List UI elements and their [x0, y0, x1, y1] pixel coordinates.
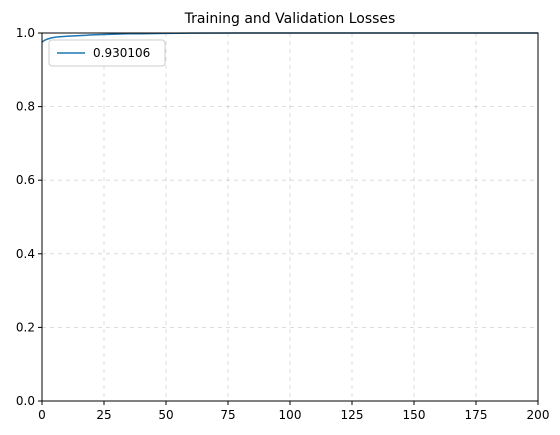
legend: 0.930106: [48, 39, 166, 67]
y-tick-label: 0.0: [16, 394, 35, 408]
y-tick-label: 0.2: [16, 320, 35, 334]
y-tick-label: 0.4: [16, 247, 35, 261]
legend-label: 0.930106: [93, 46, 150, 60]
x-axis: 0 25 50 75 100 125 150 175 200: [38, 401, 549, 422]
grid: [41, 32, 539, 402]
x-tick-label: 25: [96, 408, 111, 422]
legend-box: [48, 39, 166, 67]
x-tick-label: 150: [403, 408, 426, 422]
x-tick-label: 175: [465, 408, 488, 422]
y-axis: 0.0 0.2 0.4 0.6 0.8 1.0: [16, 26, 42, 408]
y-tick-label: 0.8: [16, 100, 35, 114]
chart-title: Training and Validation Losses: [184, 11, 396, 27]
x-tick-label: 200: [527, 408, 550, 422]
x-tick-label: 100: [279, 408, 302, 422]
y-tick-label: 0.6: [16, 173, 35, 187]
x-tick-label: 75: [220, 408, 235, 422]
x-tick-label: 50: [158, 408, 173, 422]
y-tick-label: 1.0: [16, 26, 35, 40]
x-tick-label: 125: [341, 408, 364, 422]
x-tick-label: 0: [38, 408, 46, 422]
